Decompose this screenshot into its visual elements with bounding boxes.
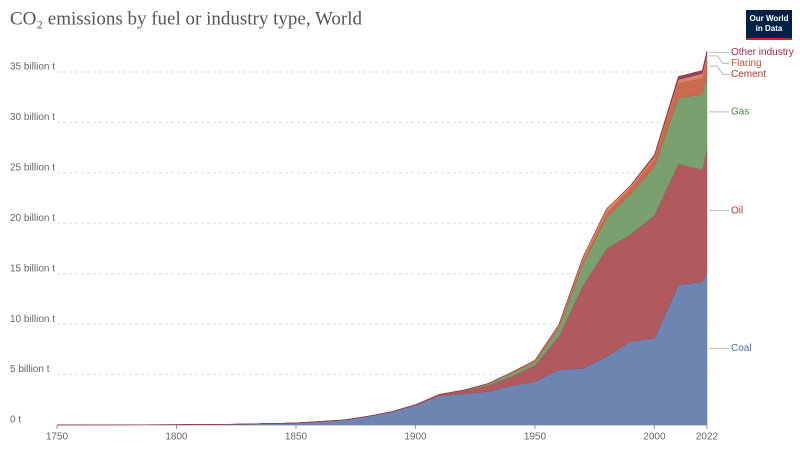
legend-label: Oil <box>731 205 743 216</box>
legend-label: Flaring <box>731 58 762 69</box>
legend-label: Gas <box>731 106 749 117</box>
y-tick-label: 10 billion t <box>10 314 55 325</box>
x-tick-label: 1950 <box>524 432 547 443</box>
x-tick-label: 2022 <box>696 432 719 443</box>
y-tick-label: 25 billion t <box>10 162 55 173</box>
legend-label: Coal <box>731 343 752 354</box>
logo-text: Our World <box>750 14 789 23</box>
y-tick-label: 0 t <box>10 415 21 426</box>
y-tick-label: 35 billion t <box>10 62 55 73</box>
y-tick-label: 20 billion t <box>10 213 55 224</box>
logo-stripe <box>746 38 792 40</box>
x-tick-label: 1800 <box>165 432 188 443</box>
logo-text: in Data <box>756 24 783 33</box>
label-leader <box>709 55 729 64</box>
x-tick-label: 1850 <box>285 432 308 443</box>
y-tick-label: 5 billion t <box>10 364 50 375</box>
label-leader <box>709 65 729 75</box>
y-tick-label: 15 billion t <box>10 263 55 274</box>
chart-title: CO₂ emissions by fuel or industry type, … <box>10 8 363 29</box>
y-tick-label: 30 billion t <box>10 112 55 123</box>
logo-box <box>746 10 792 40</box>
legend-label: Other industry <box>731 47 794 58</box>
x-tick-label: 1900 <box>404 432 427 443</box>
x-tick-label: 2000 <box>643 432 666 443</box>
area <box>56 50 708 426</box>
x-tick-label: 1750 <box>46 432 69 443</box>
legend-label: Cement <box>731 69 766 80</box>
